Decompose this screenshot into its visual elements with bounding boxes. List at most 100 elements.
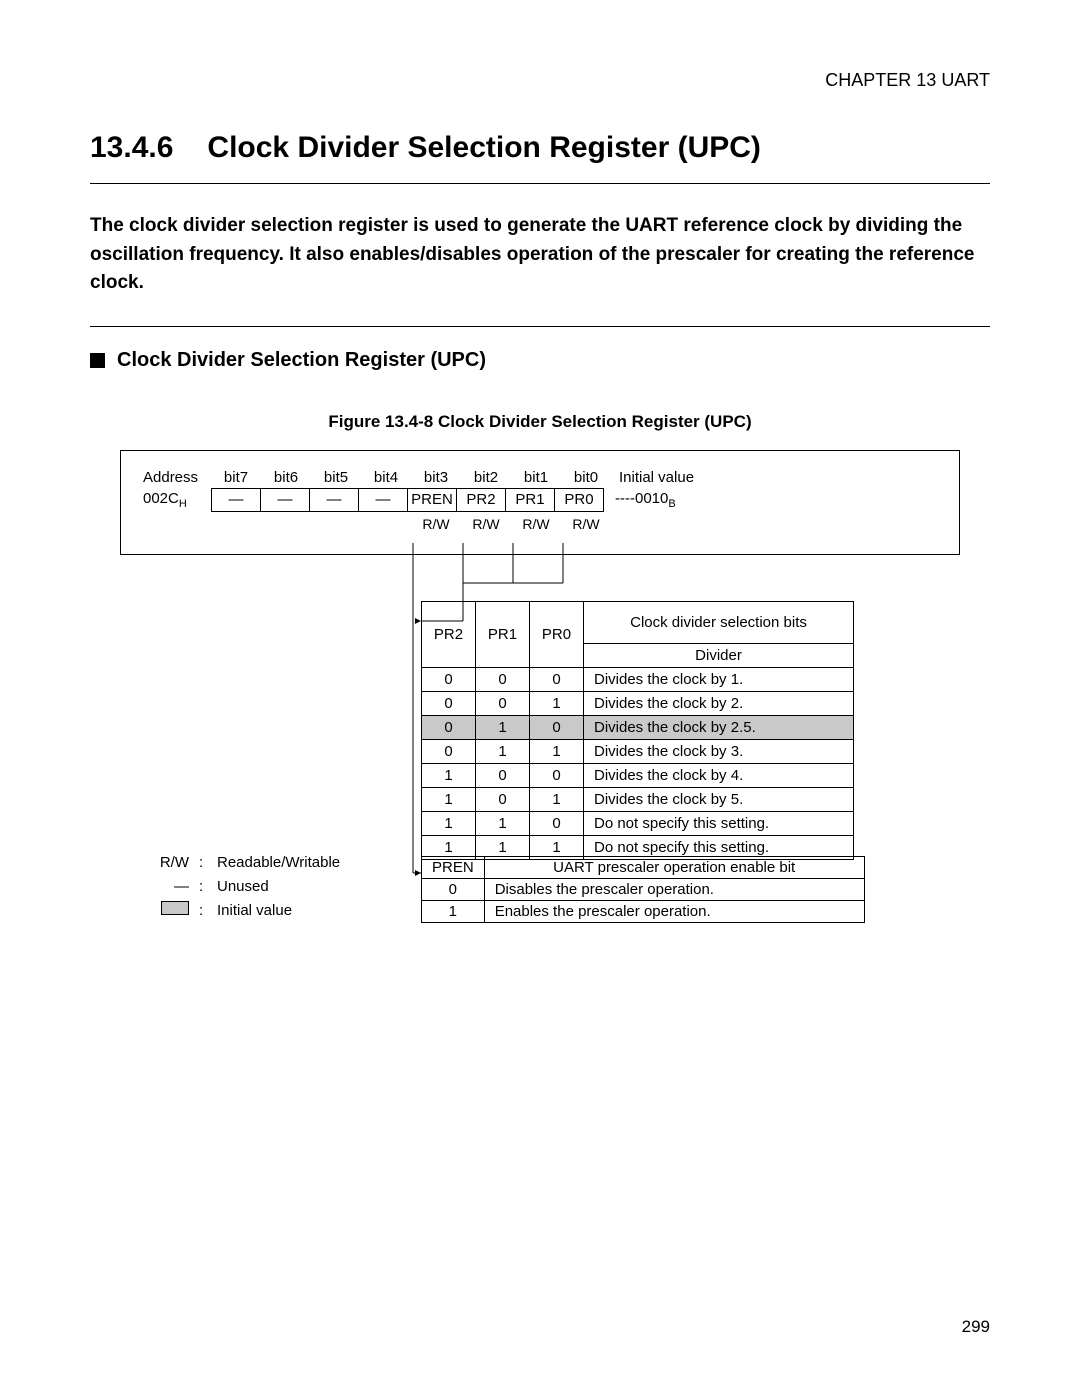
rw-cell: R/W [561,516,611,532]
figure-caption: Figure 13.4-8 Clock Divider Selection Re… [90,412,990,432]
pr-header: PR0 [530,601,584,667]
intro-text: The clock divider selection register is … [90,212,990,298]
bit-label: bit7 [211,469,261,486]
pr-value-cell: 1 [422,811,476,835]
pr-desc-cell: Divides the clock by 2.5. [584,715,854,739]
reg-cell: PR0 [554,488,604,512]
pr-value-cell: 1 [530,787,584,811]
reg-cell: PR2 [456,488,506,512]
pr-truth-table: PR2 PR1 PR0 Clock divider selection bits… [421,601,854,860]
bit-label: bit2 [461,469,511,486]
pr-desc-cell: Divides the clock by 4. [584,763,854,787]
subheading: Clock Divider Selection Register (UPC) [90,349,990,372]
pr-header: PR2 [422,601,476,667]
rw-cell: R/W [461,516,511,532]
rule-top [90,183,990,184]
pren-value-cell: 1 [422,900,485,922]
pr-value-cell: 0 [530,667,584,691]
table-row: 101Divides the clock by 5. [422,787,854,811]
pr-value-cell: 0 [530,715,584,739]
pr-header: PR1 [476,601,530,667]
legend: R/W : Readable/Writable — : Unused : Ini… [149,851,340,923]
bit-label: bit0 [561,469,611,486]
legend-rw-symbol: R/W [149,851,189,875]
legend-swatch-icon [161,901,189,915]
legend-gray-text: Initial value [217,899,292,923]
pr-desc-cell: Do not specify this setting. [584,811,854,835]
pr-value-cell: 1 [422,763,476,787]
initial-value-label: Initial value [619,469,694,486]
reg-cell: PR1 [505,488,555,512]
rw-row: R/W R/W R/W R/W [143,516,941,532]
pr-desc-cell: Divides the clock by 3. [584,739,854,763]
pr-value-cell: 0 [476,667,530,691]
pren-desc-cell: Enables the prescaler operation. [484,900,864,922]
rw-cell: R/W [411,516,461,532]
pren-desc-cell: Disables the prescaler operation. [484,878,864,900]
page: CHAPTER 13 UART 13.4.6 Clock Divider Sel… [0,0,1080,1397]
legend-dash-text: Unused [217,875,269,899]
rule-bottom [90,326,990,327]
table-row: 010Divides the clock by 2.5. [422,715,854,739]
pr-value-cell: 1 [476,739,530,763]
square-icon [90,353,105,368]
bit-label: bit3 [411,469,461,486]
pr-value-cell: 0 [476,691,530,715]
address-value: 002CH [143,490,211,510]
address-sub: H [179,498,187,510]
table-row: 100Divides the clock by 4. [422,763,854,787]
pr-value-cell: 1 [530,691,584,715]
pr-value-cell: 1 [476,811,530,835]
bit-label: bit4 [361,469,411,486]
chapter-label: CHAPTER 13 UART [90,70,990,91]
pr-desc-cell: Divides the clock by 1. [584,667,854,691]
table-row: 1Enables the prescaler operation. [422,900,865,922]
initial-value-sub: B [668,498,675,510]
pr-title-top: Clock divider selection bits [584,601,854,643]
figure-box: Address bit7 bit6 bit5 bit4 bit3 bit2 bi… [120,450,960,555]
address-text: 002C [143,490,179,507]
page-number: 299 [962,1317,990,1337]
section-heading: 13.4.6 Clock Divider Selection Register … [90,131,990,165]
initial-value-text: ----0010 [615,490,668,507]
pr-desc-cell: Divides the clock by 2. [584,691,854,715]
address-label: Address [143,469,211,486]
section-number: 13.4.6 [90,131,173,165]
register-row: 002CH — — — — PREN PR2 PR1 PR0 ----0010B [143,488,941,512]
pr-value-cell: 0 [530,811,584,835]
bit-label: bit6 [261,469,311,486]
reg-cell: — [260,488,310,512]
bit-label: bit5 [311,469,361,486]
table-row: 110Do not specify this setting. [422,811,854,835]
pr-value-cell: 0 [422,667,476,691]
pren-value-cell: 0 [422,878,485,900]
section-title: Clock Divider Selection Register (UPC) [207,131,760,165]
bit-header-row: Address bit7 bit6 bit5 bit4 bit3 bit2 bi… [143,469,941,486]
reg-cell: — [211,488,261,512]
pr-value-cell: 0 [422,691,476,715]
pren-header: PREN [422,856,485,878]
pr-value-cell: 1 [422,787,476,811]
pr-value-cell: 0 [422,715,476,739]
table-row: 011Divides the clock by 3. [422,739,854,763]
table-row: 001Divides the clock by 2. [422,691,854,715]
pr-value-cell: 0 [476,787,530,811]
legend-dash-symbol: — [149,875,189,899]
reg-cell: — [309,488,359,512]
pr-title-bottom: Divider [584,643,854,667]
table-row: 0Disables the prescaler operation. [422,878,865,900]
pr-value-cell: 0 [476,763,530,787]
pren-table: PREN UART prescaler operation enable bit… [421,856,865,923]
pr-value-cell: 0 [422,739,476,763]
reg-cell: PREN [407,488,457,512]
pr-value-cell: 0 [530,763,584,787]
table-row: 000Divides the clock by 1. [422,667,854,691]
pr-value-cell: 1 [476,715,530,739]
bit-label: bit1 [511,469,561,486]
pr-value-cell: 1 [530,739,584,763]
pr-desc-cell: Divides the clock by 5. [584,787,854,811]
subheading-text: Clock Divider Selection Register (UPC) [117,349,486,372]
pren-title: UART prescaler operation enable bit [484,856,864,878]
reg-cell: — [358,488,408,512]
legend-rw-text: Readable/Writable [217,851,340,875]
